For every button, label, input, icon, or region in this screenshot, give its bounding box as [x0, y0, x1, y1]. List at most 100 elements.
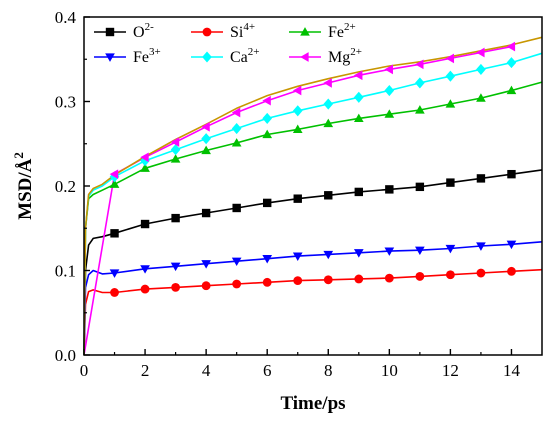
data-point-5-13: [506, 41, 516, 52]
y-tick-label-1: 0.1: [55, 262, 76, 281]
data-point-5-11: [445, 53, 455, 64]
y-tick-label-4: 0.4: [55, 8, 77, 27]
data-point-2-11: [445, 99, 456, 108]
data-point-3-6: [292, 252, 303, 261]
legend-marker: [105, 27, 115, 37]
x-tick-label-5: 10: [381, 361, 398, 380]
x-axis-title: Time/ps: [280, 393, 345, 414]
data-point-3-9: [384, 247, 395, 256]
data-point-1-4: [232, 279, 242, 289]
legend-label-main: Mg: [328, 49, 350, 66]
data-point-2-4: [231, 138, 242, 147]
data-point-3-13: [506, 240, 517, 250]
data-point-1-7: [323, 275, 333, 285]
legend-item-1: Si4+: [191, 21, 255, 41]
axes: 0 2 4 6 8 10 12 14 0.0 0.1 0.2 0.3 0.4: [55, 8, 521, 380]
data-point-0-7: [324, 191, 333, 200]
data-point-2-13: [506, 85, 517, 95]
data-point-0-8: [354, 187, 363, 197]
legend-label: Fe3+: [133, 46, 161, 66]
y-tick-label-2: 0.2: [55, 177, 76, 196]
data-point-2-9: [384, 109, 395, 118]
data-point-4-11: [445, 70, 456, 82]
legend-item-5: Mg2+: [289, 46, 362, 66]
legend-item-0: O2-: [94, 21, 154, 41]
data-point-3-11: [445, 244, 456, 254]
data-point-2-8: [353, 113, 364, 123]
series-line-1: [83, 268, 543, 356]
legend-label: Ca2+: [230, 46, 260, 66]
series-layer: [83, 36, 543, 356]
data-point-4-5: [262, 112, 273, 124]
legend-item-2: Fe2+: [289, 21, 356, 41]
data-point-4-13: [506, 57, 517, 69]
x-tick-label-4: 8: [324, 361, 333, 380]
data-point-5-8: [353, 70, 363, 81]
data-point-0-1: [140, 219, 150, 229]
y-axis-title-sup: 2: [11, 152, 26, 159]
data-point-4-10: [415, 77, 425, 89]
data-point-3-1: [140, 265, 150, 274]
data-point-0-13: [507, 169, 516, 179]
data-point-1-9: [384, 273, 394, 283]
data-point-5-0: [109, 169, 119, 179]
data-point-5-5: [262, 95, 271, 106]
legend-label: O2-: [133, 21, 154, 41]
data-point-5-6: [292, 85, 302, 96]
data-point-3-0: [109, 269, 120, 278]
data-point-2-3: [201, 145, 211, 155]
legend-marker: [202, 27, 212, 37]
legend-label-main: Si: [230, 24, 244, 41]
data-point-0-3: [201, 208, 211, 218]
data-point-3-8: [353, 249, 364, 258]
data-point-1-12: [476, 268, 486, 278]
data-point-0-9: [385, 185, 394, 194]
data-point-1-10: [415, 272, 425, 281]
series-line-6: [83, 36, 543, 356]
data-point-0-4: [232, 203, 241, 213]
legend-label-main: Fe: [328, 24, 344, 41]
data-point-0-11: [446, 178, 455, 187]
legend-label-main: Ca: [230, 49, 248, 66]
data-point-5-9: [384, 64, 393, 75]
data-point-1-11: [445, 270, 455, 280]
legend-label-sup: 4+: [243, 21, 255, 33]
series-line-0: [83, 169, 543, 356]
data-point-0-6: [293, 194, 302, 203]
legend-label-sup: 2+: [350, 46, 362, 58]
legend-marker: [202, 51, 212, 63]
data-point-2-5: [262, 129, 273, 139]
data-point-2-6: [292, 124, 303, 134]
data-point-1-5: [262, 277, 272, 287]
data-point-5-2: [170, 137, 180, 147]
data-point-1-1: [140, 284, 150, 294]
legend-label: Si4+: [230, 21, 255, 41]
data-point-4-3: [201, 133, 211, 145]
data-point-5-10: [415, 59, 424, 70]
data-point-3-7: [323, 250, 334, 260]
x-tick-label-1: 2: [141, 361, 150, 380]
x-tick-label-3: 6: [263, 361, 272, 380]
data-point-2-1: [140, 163, 150, 172]
data-point-1-2: [171, 282, 181, 292]
data-point-2-2: [170, 154, 181, 163]
data-point-4-8: [353, 91, 364, 103]
data-point-4-12: [476, 63, 486, 75]
data-point-3-12: [476, 242, 486, 251]
data-point-3-10: [415, 246, 425, 256]
data-point-4-4: [231, 122, 242, 135]
data-point-5-1: [140, 152, 149, 163]
legend-marker: [300, 27, 310, 36]
data-point-4-6: [292, 105, 303, 117]
legend-marker: [300, 52, 309, 62]
legend-item-4: Ca2+: [191, 46, 260, 66]
data-point-3-5: [262, 255, 273, 264]
series-line-3: [83, 241, 543, 356]
data-point-4-9: [384, 84, 395, 97]
data-point-1-13: [507, 266, 516, 276]
legend-label-sup: 2+: [248, 46, 260, 58]
legend-label-main: O: [133, 24, 145, 41]
data-point-0-10: [415, 182, 425, 192]
y-tick-label-3: 0.3: [55, 93, 76, 112]
